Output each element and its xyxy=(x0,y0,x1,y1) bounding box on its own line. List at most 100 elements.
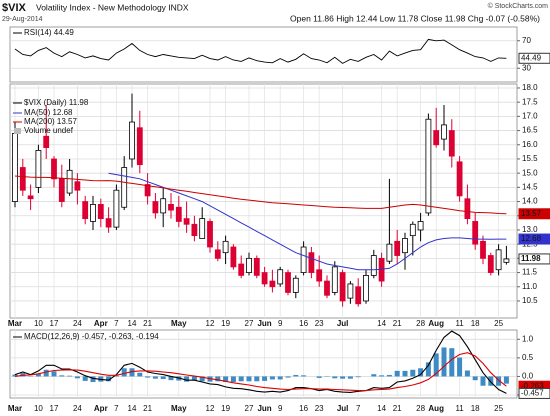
candle-body xyxy=(316,269,323,282)
x-tick-label: 24 xyxy=(73,319,82,328)
end-label-box xyxy=(518,387,550,399)
y-tick-label: 11.0 xyxy=(522,282,538,291)
histogram-bar xyxy=(269,376,275,380)
y-tick-label: 15.0 xyxy=(522,168,538,177)
histogram-bar xyxy=(74,376,80,379)
x-tick-label: 18 xyxy=(471,404,480,413)
x-tick-label: 14 xyxy=(377,319,386,328)
y-tick-label: 0.0 xyxy=(522,372,534,381)
candle-body xyxy=(113,189,120,228)
histogram-bar xyxy=(191,376,197,381)
candle-body xyxy=(129,121,135,160)
candle-body xyxy=(183,218,190,225)
candle-body xyxy=(464,198,471,220)
histogram-bar xyxy=(277,376,283,380)
x-tick-label: 25 xyxy=(494,319,503,328)
quote: Open 11.86 High 12.44 Low 11.78 Close 11… xyxy=(290,13,540,23)
histogram-bar xyxy=(238,376,244,382)
candle-body xyxy=(19,167,26,191)
candle-body xyxy=(495,249,502,271)
x-tick-label: 10 xyxy=(34,404,43,413)
histogram-bar xyxy=(90,376,96,383)
candle-body xyxy=(152,201,159,214)
legend-label: MA(50) 12.68 xyxy=(24,108,73,117)
histogram-bar xyxy=(184,376,190,382)
x-tick-label: 12 xyxy=(206,404,215,413)
histogram-bar xyxy=(371,374,377,377)
candle-body xyxy=(74,181,81,191)
candle-body xyxy=(238,263,245,276)
x-tick-label: 14 xyxy=(377,404,386,413)
copyright: © StockCharts.com xyxy=(488,2,549,10)
histogram-bar xyxy=(402,370,408,377)
histogram-bar xyxy=(441,347,447,377)
candle-body xyxy=(12,133,18,202)
candle-body xyxy=(394,240,401,256)
candle-body xyxy=(386,243,393,262)
histogram-bar xyxy=(418,368,424,377)
histogram-bar xyxy=(301,375,307,377)
histogram-bar xyxy=(176,376,182,381)
candle-body xyxy=(441,124,447,140)
candle-body xyxy=(105,218,112,228)
y-tick-label: 17.5 xyxy=(522,97,538,106)
x-tick-label: 11 xyxy=(455,404,464,413)
histogram-bar xyxy=(262,376,268,381)
candle-body xyxy=(487,255,494,273)
end-label: -0.457 xyxy=(521,389,544,398)
histogram-bar xyxy=(355,376,361,378)
end-label-box xyxy=(518,208,550,220)
candle-body xyxy=(472,221,479,245)
candle-body xyxy=(43,135,50,149)
histogram-bar xyxy=(449,348,455,377)
candle-body xyxy=(433,130,440,146)
y-tick-label: 13.0 xyxy=(522,225,538,234)
x-tick-label: 7 xyxy=(356,404,361,413)
candle-body xyxy=(347,283,354,299)
histogram-bar xyxy=(35,373,41,377)
histogram-bar xyxy=(230,376,236,383)
x-tick-label: 17 xyxy=(50,404,59,413)
x-tick-label: Aug xyxy=(428,404,444,413)
candle-body xyxy=(35,150,42,188)
histogram-bar xyxy=(215,376,221,382)
x-tick-label: Jul xyxy=(337,319,349,328)
histogram-bar xyxy=(199,376,205,382)
candle-body xyxy=(355,286,362,305)
candle-body xyxy=(285,272,291,293)
candle-body xyxy=(339,272,346,302)
x-tick-label: Jun xyxy=(257,404,271,413)
x-tick-label: 27 xyxy=(245,319,254,328)
panel-title: $VIX (Daily) 11.98 xyxy=(24,98,89,107)
candle-body xyxy=(269,280,276,288)
end-label: 11.98 xyxy=(521,254,541,263)
y-tick-label: 0.5 xyxy=(522,353,534,362)
candle-body xyxy=(121,167,128,208)
candle-body xyxy=(261,272,268,285)
candle-body xyxy=(363,275,369,302)
panel-frame xyxy=(9,329,518,399)
legend-label: MA(200) 13.57 xyxy=(24,117,77,126)
end-label: 44.49 xyxy=(521,53,542,62)
candle-body xyxy=(417,221,424,231)
candle-body xyxy=(448,130,455,157)
histogram-bar xyxy=(503,376,509,384)
histogram-bar xyxy=(394,370,400,377)
date: 29-Aug-2014 xyxy=(2,16,43,23)
histogram-bar xyxy=(254,376,260,382)
panel-frame xyxy=(9,26,518,83)
y-tick-label: 18.0 xyxy=(522,83,538,92)
histogram-bar xyxy=(410,369,416,377)
candle-body xyxy=(246,257,252,273)
moving-average xyxy=(14,175,507,215)
candle-body xyxy=(144,184,151,197)
x-tick-label: 9 xyxy=(278,404,283,413)
candle-body xyxy=(175,206,182,222)
histogram-bar xyxy=(43,369,49,377)
histogram-bar xyxy=(496,376,502,386)
x-tick-label: 9 xyxy=(278,319,283,328)
y-tick-label: 16.5 xyxy=(522,126,538,135)
x-tick-label: 27 xyxy=(245,404,254,413)
